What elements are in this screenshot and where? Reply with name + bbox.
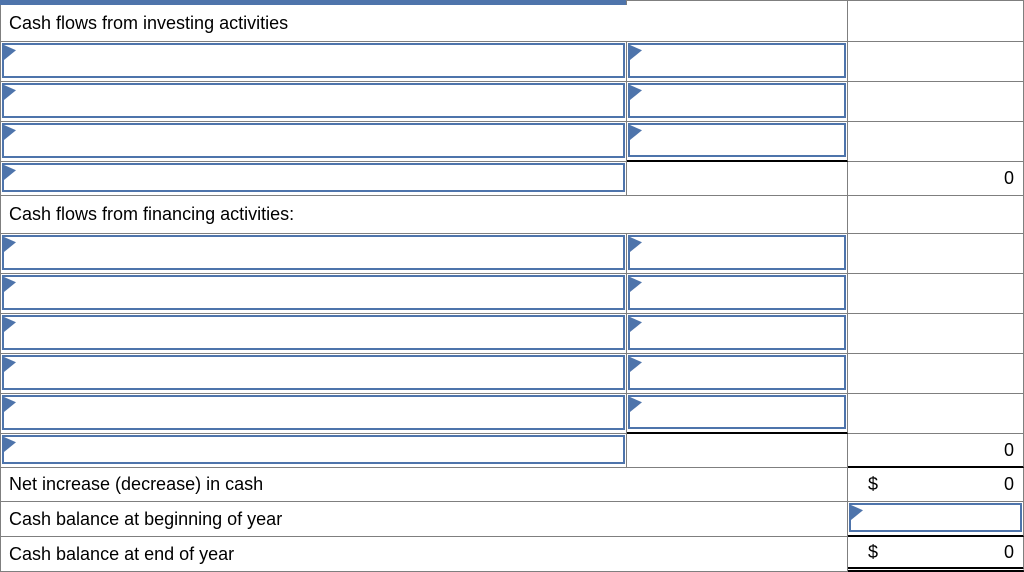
dropdown-flag-icon	[4, 237, 16, 252]
dropdown-flag-icon	[4, 277, 16, 292]
financing-total-value: 0	[1003, 439, 1014, 460]
financing-item-input-5[interactable]	[2, 395, 625, 430]
dropdown-flag-icon	[630, 277, 642, 292]
financing-item-cell-5	[0, 394, 627, 434]
investing-amount-input-3[interactable]	[628, 123, 846, 157]
dropdown-flag-icon	[4, 45, 16, 60]
ending-balance-currency: $	[868, 541, 879, 562]
dropdown-flag-icon	[4, 397, 16, 412]
investing-amount-cell-1	[627, 42, 848, 82]
dropdown-flag-icon	[630, 85, 642, 100]
dropdown-flag-icon	[4, 85, 16, 100]
financing-amount-cell-3	[627, 314, 848, 354]
dropdown-flag-icon	[4, 437, 16, 452]
financing-amount-cell-1	[627, 234, 848, 274]
investing-total-cell: 0	[848, 162, 1024, 196]
financing-amount-input-4[interactable]	[628, 355, 846, 390]
dropdown-flag-icon	[630, 357, 642, 372]
investing-item-input-1[interactable]	[2, 43, 625, 78]
section-header-financing: Cash flows from financing activities:	[0, 196, 848, 234]
financing-item-cell-4	[0, 354, 627, 394]
ending-balance-cell: $ 0	[848, 537, 1024, 572]
financing-amount-input-2[interactable]	[628, 275, 846, 310]
net-increase-row-label: Net increase (decrease) in cash	[0, 468, 848, 502]
section-header-financing-label: Cash flows from financing activities:	[9, 204, 295, 224]
empty-cell	[848, 196, 1024, 234]
section-header-investing-label: Cash flows from investing activities	[9, 12, 289, 33]
dropdown-flag-icon	[630, 125, 642, 140]
financing-amount-input-1[interactable]	[628, 235, 846, 270]
net-increase-currency: $	[868, 474, 879, 494]
dropdown-flag-icon	[4, 125, 16, 140]
dropdown-flag-icon	[630, 317, 642, 332]
beginning-balance-cell	[848, 502, 1024, 537]
dropdown-flag-icon	[851, 505, 863, 520]
investing-item-input-3[interactable]	[2, 123, 625, 158]
financing-sum-cell	[627, 434, 848, 468]
investing-item-cell-2	[0, 82, 627, 122]
ending-balance-row-label: Cash balance at end of year	[0, 537, 848, 572]
financing-total-item-input[interactable]	[2, 435, 625, 464]
investing-amount-cell-2	[627, 82, 848, 122]
investing-total-value: 0	[1003, 168, 1014, 188]
ending-balance-label: Cash balance at end of year	[9, 543, 235, 564]
financing-amount-cell-5	[627, 394, 848, 434]
dropdown-flag-icon	[4, 317, 16, 332]
cutoff-input-bottom-edge	[0, 0, 627, 5]
investing-item-input-2[interactable]	[2, 83, 625, 118]
financing-amount-cell-2	[627, 274, 848, 314]
dropdown-flag-icon	[4, 357, 16, 372]
financing-amount-cell-4	[627, 354, 848, 394]
financing-total-cell: 0	[848, 434, 1024, 468]
empty-cell	[848, 314, 1024, 354]
financing-item-cell-2	[0, 274, 627, 314]
financing-amount-input-5[interactable]	[628, 395, 846, 429]
financing-item-cell-1	[0, 234, 627, 274]
investing-amount-cell-3	[627, 122, 848, 162]
beginning-balance-label: Cash balance at beginning of year	[9, 508, 283, 529]
investing-amount-input-1[interactable]	[628, 43, 846, 78]
financing-item-cell-3	[0, 314, 627, 354]
empty-cell	[848, 82, 1024, 122]
investing-total-item-input[interactable]	[2, 163, 625, 192]
empty-cell	[848, 5, 1024, 42]
net-increase-value: 0	[1003, 474, 1014, 494]
empty-cell	[848, 274, 1024, 314]
dropdown-flag-icon	[4, 165, 16, 180]
financing-item-input-3[interactable]	[2, 315, 625, 350]
ending-balance-value: 0	[1003, 541, 1014, 562]
investing-item-cell-3	[0, 122, 627, 162]
dropdown-flag-icon	[630, 397, 642, 412]
beginning-balance-amount-input[interactable]	[849, 503, 1022, 532]
financing-item-input-1[interactable]	[2, 235, 625, 270]
net-increase-cell: $ 0	[848, 468, 1024, 502]
investing-sum-cell	[627, 162, 848, 196]
section-header-investing: Cash flows from investing activities	[0, 5, 848, 42]
dropdown-flag-icon	[630, 45, 642, 60]
empty-cell	[848, 234, 1024, 274]
empty-cell	[848, 394, 1024, 434]
empty-cell	[848, 354, 1024, 394]
financing-amount-input-3[interactable]	[628, 315, 846, 350]
strip-cell	[627, 0, 848, 5]
empty-cell	[848, 122, 1024, 162]
financing-item-input-2[interactable]	[2, 275, 625, 310]
empty-cell	[848, 42, 1024, 82]
financing-total-item-cell	[0, 434, 627, 468]
investing-amount-input-2[interactable]	[628, 83, 846, 118]
dropdown-flag-icon	[630, 237, 642, 252]
financing-item-input-4[interactable]	[2, 355, 625, 390]
net-increase-label: Net increase (decrease) in cash	[9, 474, 264, 494]
investing-total-item-cell	[0, 162, 627, 196]
investing-item-cell-1	[0, 42, 627, 82]
beginning-balance-row-label: Cash balance at beginning of year	[0, 502, 848, 537]
